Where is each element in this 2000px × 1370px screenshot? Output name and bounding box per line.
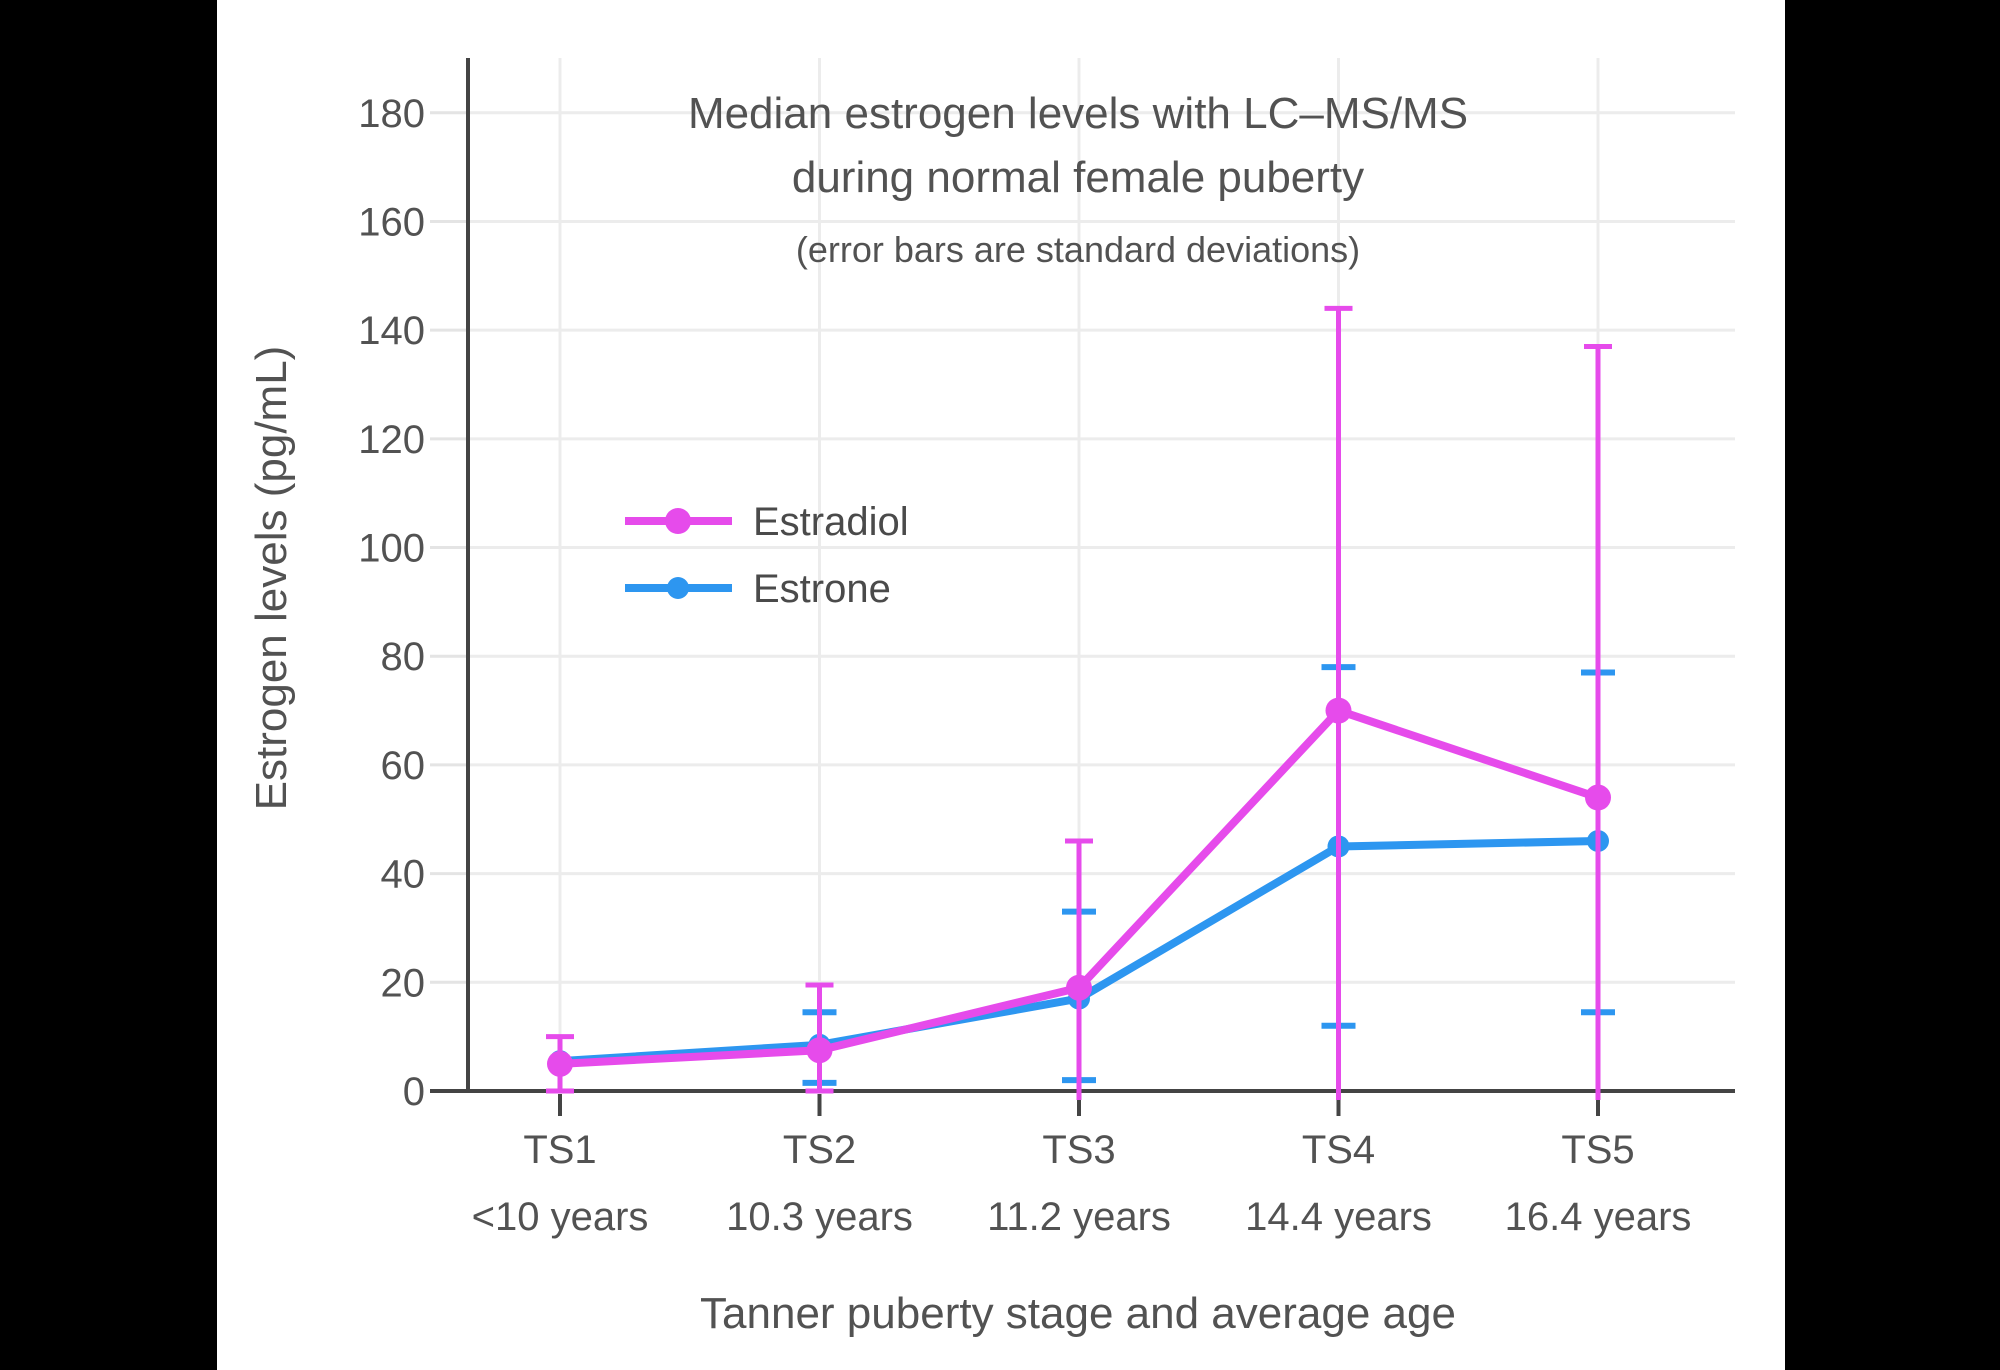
x-axis-title: Tanner puberty stage and average age xyxy=(700,1289,1456,1338)
data-point-estradiol-TS4[interactable] xyxy=(1325,697,1352,724)
legend-item-estrone[interactable]: Estrone xyxy=(625,567,891,611)
x-tick-label-stage-TS5: TS5 xyxy=(1561,1128,1634,1172)
y-tick-label-180: 180 xyxy=(358,92,425,136)
left-black-bar xyxy=(0,0,217,1370)
x-tick-label-age-TS4: 14.4 years xyxy=(1245,1195,1432,1239)
chart-title-line2: during normal female puberty xyxy=(792,153,1364,202)
x-tick-label-age-TS5: 16.4 years xyxy=(1505,1195,1692,1239)
data-point-estradiol-TS3[interactable] xyxy=(1066,974,1092,1001)
y-axis-title: Estrogen levels (pg/mL) xyxy=(247,346,296,811)
x-tick-label-age-TS3: 11.2 years xyxy=(987,1195,1171,1239)
y-tick-label-0: 0 xyxy=(403,1070,425,1114)
right-black-bar xyxy=(1785,0,2000,1370)
data-point-estradiol-TS1[interactable] xyxy=(547,1050,573,1077)
y-tick-label-60: 60 xyxy=(381,744,426,788)
legend-sample-marker-estradiol xyxy=(665,508,691,534)
y-tick-label-40: 40 xyxy=(381,853,426,897)
chart-title-line1: Median estrogen levels with LC–MS/MS xyxy=(688,89,1468,138)
axes xyxy=(430,58,1735,1093)
series-plot-area xyxy=(546,305,1615,1100)
legend: Estradiol Estrone xyxy=(625,500,909,611)
x-tick-label-stage-TS1: TS1 xyxy=(523,1128,596,1172)
x-tick-label-stage-TS4: TS4 xyxy=(1302,1128,1375,1172)
legend-item-estradiol[interactable]: Estradiol xyxy=(625,500,909,544)
y-tick-label-20: 20 xyxy=(381,961,426,1005)
x-axis-ticks: TS1 <10 years TS2 10.3 years TS3 11.2 years TS… xyxy=(472,1094,1692,1239)
y-tick-label-80: 80 xyxy=(381,635,426,679)
legend-label-estrone: Estrone xyxy=(753,567,891,611)
chart-subtitle: (error bars are standard deviations) xyxy=(796,229,1360,270)
legend-label-estradiol: Estradiol xyxy=(753,500,909,544)
data-point-estradiol-TS2[interactable] xyxy=(806,1037,833,1064)
series-estradiol xyxy=(546,305,1612,1100)
y-tick-label-160: 160 xyxy=(358,200,425,244)
x-tick-label-age-TS1: <10 years xyxy=(472,1195,649,1239)
y-tick-label-120: 120 xyxy=(358,418,425,462)
legend-sample-marker-estrone xyxy=(667,577,689,599)
data-point-estradiol-TS5[interactable] xyxy=(1585,784,1611,811)
y-axis-ticks: 0 20 40 60 80 100 120 140 160 180 xyxy=(358,92,466,1114)
y-tick-label-140: 140 xyxy=(358,309,425,353)
y-tick-label-100: 100 xyxy=(358,527,425,571)
x-tick-label-age-TS2: 10.3 years xyxy=(726,1195,913,1239)
x-tick-label-stage-TS2: TS2 xyxy=(783,1128,856,1172)
x-tick-label-stage-TS3: TS3 xyxy=(1042,1128,1115,1172)
